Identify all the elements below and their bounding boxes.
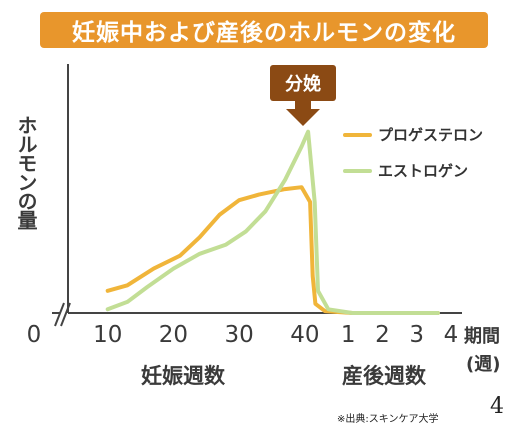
- x-postpartum-label: 産後週数: [342, 364, 427, 388]
- x-tick-label: 20: [159, 322, 188, 348]
- axis-break-mark: [60, 302, 71, 327]
- y-axis-label: ホルモンの量: [14, 115, 38, 229]
- x-tick-label: 3: [409, 322, 424, 348]
- chart-title: 妊娠中および産後のホルモンの変化: [72, 20, 456, 46]
- axis-break-mark: [54, 302, 65, 327]
- source-note: ※出典:スキンケア大学: [337, 414, 439, 425]
- x-tick-label: 40: [290, 322, 319, 348]
- x-pregnancy-label: 妊娠週数: [141, 364, 226, 388]
- x-unit-label: (週): [466, 354, 500, 375]
- x-tick-label: 30: [225, 322, 254, 348]
- birth-arrow-icon: [286, 101, 320, 126]
- legend-label-1: エストロゲン: [378, 162, 468, 180]
- x-tick-label: 1: [341, 322, 356, 348]
- x-unit-label: 期間: [464, 326, 500, 347]
- birth-annotation-label: 分娩: [285, 73, 321, 95]
- chart-title-banner: 妊娠中および産後のホルモンの変化: [40, 12, 488, 48]
- series-line-0: [105, 185, 440, 315]
- page-number: 4: [490, 394, 504, 419]
- legend-label-0: プロゲステロン: [378, 126, 483, 144]
- x-tick-label: 4: [444, 322, 459, 348]
- x-tick-label: 0: [27, 322, 42, 348]
- x-tick-label: 2: [375, 322, 390, 348]
- series-line-1: [105, 129, 440, 315]
- x-tick-label: 10: [93, 322, 122, 348]
- birth-annotation-box: [270, 65, 336, 101]
